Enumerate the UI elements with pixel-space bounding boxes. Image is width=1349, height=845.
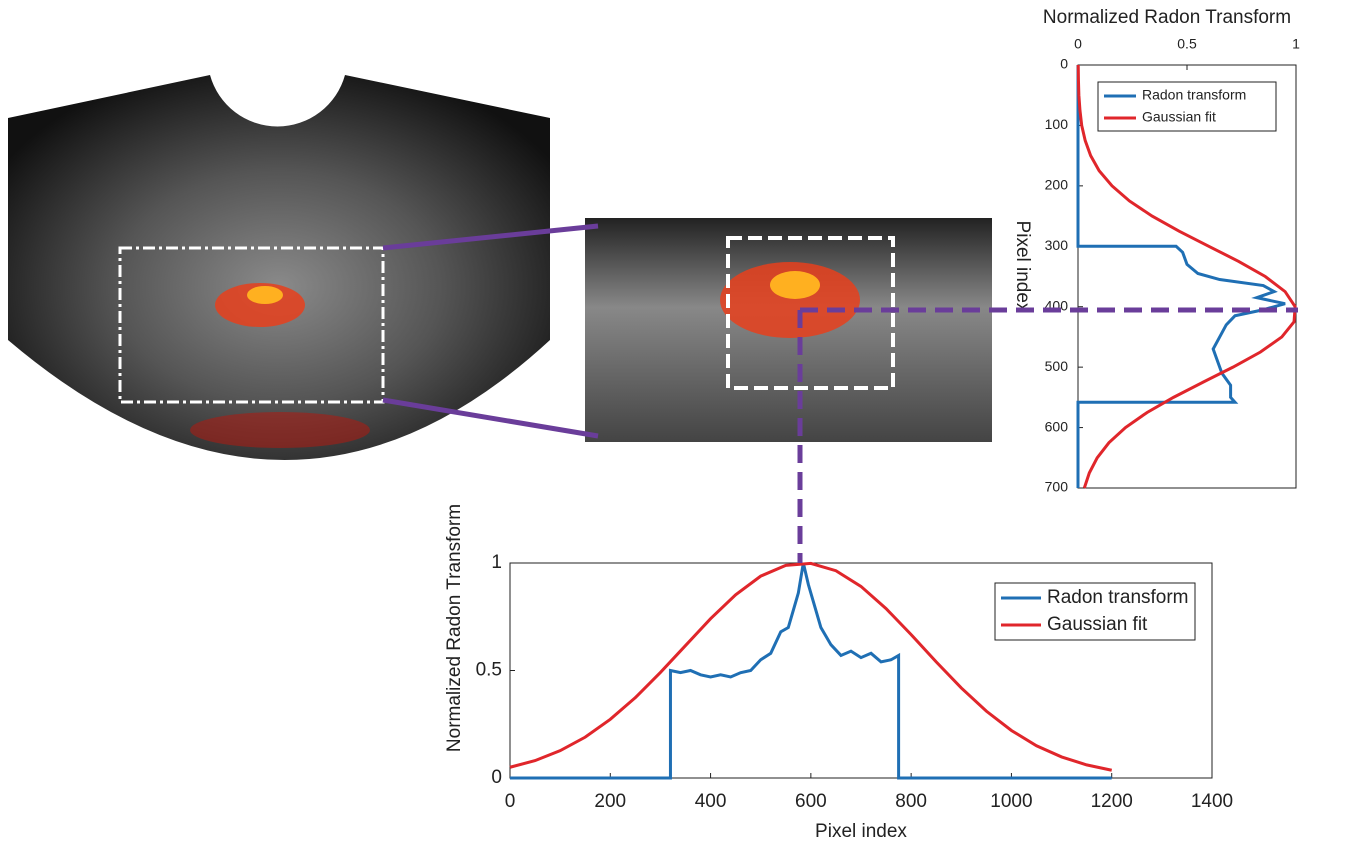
y-tick-label: 1: [1292, 36, 1300, 52]
x-tick-label: 600: [795, 791, 827, 812]
y-tick-label: 1: [491, 552, 502, 573]
legend-label: Gaussian fit: [1047, 614, 1148, 635]
x-tick-label: 300: [1045, 237, 1069, 253]
plot-area: [1077, 64, 1297, 489]
legend-label: Radon transform: [1142, 87, 1246, 103]
x-axis-title: Pixel index: [815, 821, 907, 842]
y-tick-label: 0.5: [1177, 36, 1197, 52]
x-tick-label: 1200: [1091, 791, 1133, 812]
y-axis-title: Normalized Radon Transform: [444, 504, 465, 752]
connectors: [382, 223, 1298, 563]
x-tick-label: 600: [1045, 418, 1069, 434]
x-axis-title: Pixel index: [1012, 221, 1033, 313]
y-tick-label: 0: [1074, 36, 1082, 52]
x-tick-label: 800: [895, 791, 927, 812]
x-tick-label: 0: [505, 791, 516, 812]
x-tick-label: 200: [1045, 177, 1069, 193]
x-tick-label: 1000: [990, 791, 1032, 812]
zoomed-image: [585, 218, 992, 442]
legend: [994, 582, 1196, 641]
y-axis-title: Normalized Radon Transform: [1043, 7, 1291, 28]
x-tick-label: 200: [594, 791, 626, 812]
y-tick-label: 0: [491, 767, 502, 788]
data-line: [1076, 64, 1297, 489]
ultrasound-image: [8, 75, 550, 460]
legend-label: Gaussian fit: [1142, 109, 1216, 125]
x-tick-label: 500: [1045, 358, 1069, 374]
legend-label: Radon transform: [1047, 587, 1189, 608]
data-line: [510, 562, 1112, 780]
legend: [1097, 81, 1277, 132]
x-tick-label: 400: [695, 791, 727, 812]
x-tick-label: 700: [1045, 479, 1069, 495]
y-tick-label: 0.5: [476, 660, 502, 681]
x-tick-label: 0: [1060, 56, 1068, 72]
data-line: [509, 561, 1113, 772]
x-tick-label: 1400: [1191, 791, 1233, 812]
x-tick-label: 100: [1045, 116, 1069, 132]
